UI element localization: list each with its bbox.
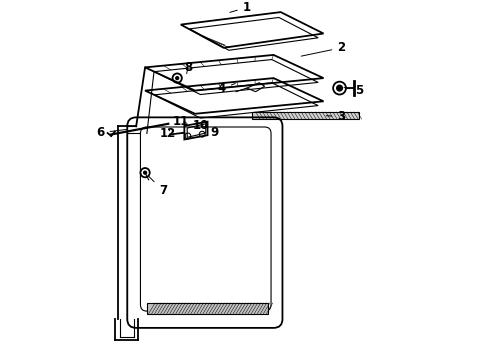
- Text: 11: 11: [172, 115, 189, 128]
- Text: 10: 10: [192, 119, 209, 132]
- Text: 6: 6: [97, 126, 126, 139]
- Circle shape: [337, 85, 343, 91]
- Polygon shape: [252, 112, 359, 119]
- Text: 4: 4: [218, 82, 235, 95]
- Circle shape: [333, 82, 346, 95]
- Circle shape: [175, 76, 179, 80]
- Text: 9: 9: [203, 126, 219, 139]
- Polygon shape: [147, 303, 268, 314]
- Text: 12: 12: [160, 127, 176, 140]
- Circle shape: [143, 171, 147, 175]
- Text: 5: 5: [344, 84, 363, 97]
- Text: 3: 3: [326, 110, 345, 123]
- Text: 8: 8: [184, 61, 192, 74]
- Text: 7: 7: [149, 176, 167, 197]
- Text: 2: 2: [301, 41, 345, 56]
- Text: 1: 1: [230, 1, 251, 14]
